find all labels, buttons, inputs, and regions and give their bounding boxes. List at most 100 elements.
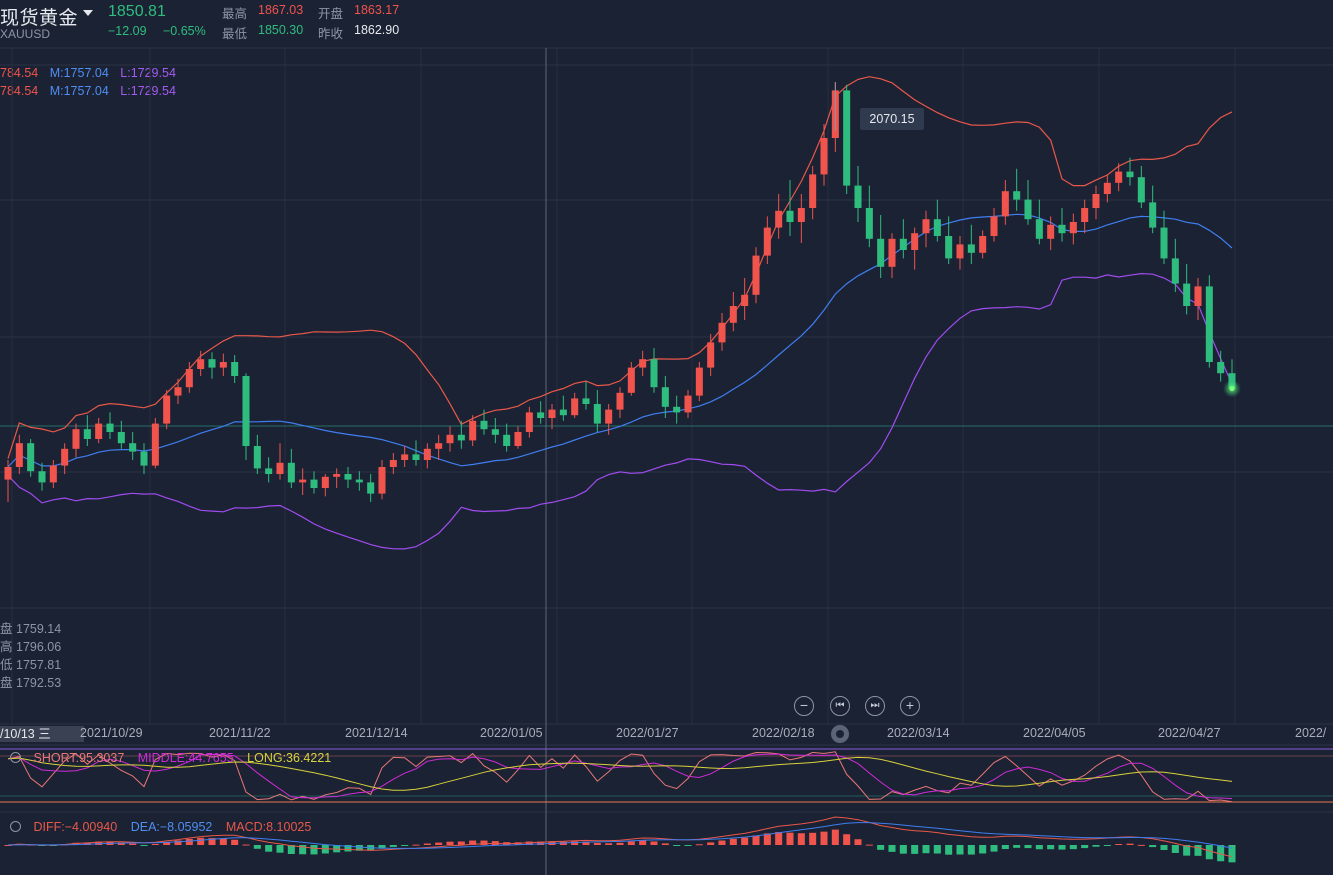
candle (72, 423, 80, 458)
candle (582, 381, 590, 410)
crosshair-high: 高 1796.06 (0, 636, 61, 655)
macd-bar (1069, 845, 1077, 850)
candle (854, 166, 862, 222)
open-label: 开盘 (318, 7, 344, 21)
x-tick-label: 2021/11/22 (209, 726, 271, 740)
candle (83, 415, 91, 446)
candle-body (185, 369, 193, 388)
candle (1069, 213, 1077, 245)
candle (38, 462, 46, 491)
macd-bar (208, 838, 216, 845)
zoom-out-button[interactable]: − (794, 696, 814, 716)
candle (673, 395, 681, 424)
macd-bar (854, 839, 862, 845)
candle-body (412, 454, 420, 460)
candle (1081, 199, 1089, 234)
scroll-start-button[interactable]: ⏮ (830, 696, 850, 716)
candle-body (605, 409, 613, 424)
candle-body (242, 376, 250, 446)
candle-body (899, 238, 907, 250)
symbol-dropdown-icon[interactable] (83, 10, 93, 16)
candle-body (571, 398, 579, 416)
candle (695, 362, 703, 402)
candle (616, 387, 624, 418)
x-tick-label: 2022/04/05 (1023, 726, 1086, 740)
candle-body (174, 387, 182, 396)
boll-mid-line (7, 213, 1233, 468)
candle-body (1058, 224, 1066, 234)
gear-icon[interactable] (10, 752, 21, 763)
macd-bar (1228, 845, 1236, 863)
crosshair-date: /10/13 三 (0, 726, 84, 742)
candle-body (537, 412, 545, 418)
zoom-in-button[interactable]: + (900, 696, 920, 716)
candle-body (287, 462, 295, 483)
candle (729, 292, 737, 332)
candle (344, 467, 352, 488)
candle-body (877, 238, 885, 267)
candle (299, 468, 307, 495)
candle-body (673, 406, 681, 413)
candle (140, 443, 148, 474)
macd-bar (661, 843, 669, 845)
candle-body (129, 443, 137, 452)
candle (469, 415, 477, 446)
candle-body (627, 367, 635, 393)
oscillator-legend: SHORT:95.3037 MIDDLE:44.7655 LONG:36.422… (10, 751, 331, 765)
macd-bar (174, 840, 182, 845)
candle-body (1092, 194, 1100, 208)
macd-bar (899, 845, 907, 854)
macd-bar (877, 845, 885, 850)
candle-body (684, 395, 692, 413)
prev-close-label: 昨收 (318, 27, 344, 41)
macd-bar (775, 832, 783, 845)
macd-bar (695, 844, 703, 846)
candle (820, 124, 828, 186)
macd-bar (378, 845, 386, 849)
candle (61, 443, 69, 474)
macd-bar (423, 843, 431, 845)
candle-body (525, 412, 533, 432)
candle (27, 439, 35, 477)
macd-bar (401, 845, 409, 846)
candle-body (809, 174, 817, 208)
candle-body (1047, 224, 1055, 239)
candle-body (1171, 258, 1179, 284)
candle (1047, 216, 1055, 250)
macd-bar (151, 843, 159, 845)
candle-body (1160, 227, 1168, 259)
symbol-name[interactable]: 现货黄金 (0, 8, 79, 29)
candle (378, 460, 386, 500)
candle-body (718, 322, 726, 343)
candle-body (911, 233, 919, 250)
info-value: 1759.14 (16, 622, 62, 636)
gear-icon[interactable] (10, 821, 21, 832)
candle-body (491, 429, 499, 435)
candle-body (72, 429, 80, 449)
x-tick-label: 2021/10/29 (80, 726, 143, 740)
candle (1092, 185, 1100, 220)
candle (287, 448, 295, 488)
candle (559, 395, 567, 421)
scroll-end-button[interactable]: ⏭ (865, 696, 885, 716)
macd-bar (650, 841, 658, 845)
macd-bar (1183, 845, 1191, 856)
macd-panel (4, 816, 1236, 863)
candle-body (945, 236, 953, 259)
candle (253, 434, 261, 474)
candle (661, 376, 669, 418)
macd-bar (525, 841, 533, 845)
macd-bar (639, 840, 647, 845)
macd-bar (163, 841, 171, 845)
candle (1103, 174, 1111, 203)
candle (219, 353, 227, 376)
macd-bar (344, 845, 352, 852)
bollinger-bands (7, 76, 1233, 550)
candle (208, 352, 216, 379)
macd-bar (231, 839, 239, 845)
macd-bar (310, 845, 318, 855)
candle-body (956, 244, 964, 259)
candle (911, 227, 919, 270)
candle-body (469, 420, 477, 441)
